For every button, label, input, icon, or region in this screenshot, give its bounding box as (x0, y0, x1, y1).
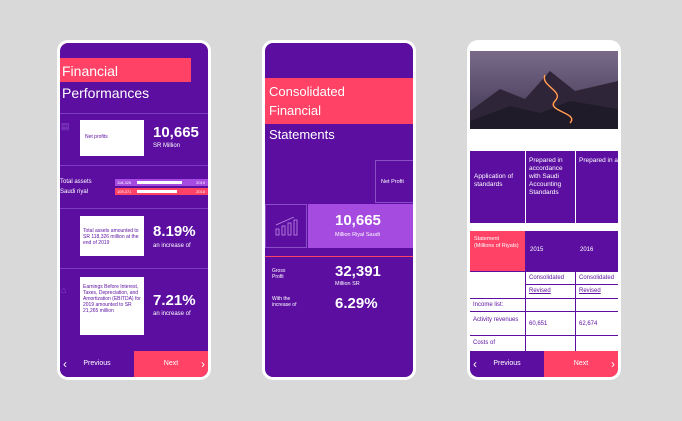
increase-value: 6.29% (335, 295, 378, 312)
title-line-2: Performances (62, 85, 150, 101)
net-profits-label: Net profits (85, 134, 108, 140)
divider (575, 151, 576, 223)
growth-icon-box (265, 204, 307, 248)
assets-increase-label: an increase of (153, 243, 191, 249)
pager: Previous Next ‹ › (60, 351, 208, 377)
phone-financial-performances: Financial Performances ▤ Net profits 10,… (57, 40, 211, 380)
ebitda-increase-value: 7.21% (153, 292, 196, 309)
financial-reporting-standards: Prepared in accordance with Financial Re… (579, 157, 618, 164)
saudi-accounting-standards: Prepared in accordance with Saudi Accoun… (529, 157, 563, 196)
divider (60, 268, 208, 269)
growth-chart-icon (275, 217, 298, 236)
revised-2016[interactable]: Revised (579, 288, 601, 294)
bar-2018-value: 109,371 (117, 189, 132, 194)
divider (470, 271, 618, 272)
consolidated-2015: Consolidated (529, 275, 565, 281)
net-profit-value: 10,665 (335, 212, 381, 229)
net-profits-card: Net profits (80, 120, 144, 156)
phone-financial-table: Application of standards Prepared in acc… (467, 40, 621, 380)
title-highlight (265, 78, 413, 124)
title-highlight (60, 58, 191, 82)
net-profit-box (375, 160, 413, 203)
bar-2019-value: 118,326 (117, 180, 132, 185)
consolidated-2016: Consolidated (579, 275, 615, 281)
chevron-left-icon[interactable]: ‹ (63, 357, 67, 371)
screen-financial-table: Application of standards Prepared in acc… (470, 43, 618, 377)
document-icon: ▤ (61, 121, 70, 131)
phone-consolidated-statements: Consolidated Financial Statements Net Pr… (262, 40, 416, 380)
divider (470, 311, 618, 312)
divider (60, 165, 208, 166)
gross-profit-unit: Million SR (335, 281, 360, 287)
divider (575, 271, 576, 377)
next-button[interactable]: Next (544, 351, 618, 377)
divider (60, 208, 208, 209)
net-profit-unit: Million Riyal Saudi (335, 232, 380, 238)
screen-consolidated-statements: Consolidated Financial Statements Net Pr… (265, 43, 413, 377)
gross-profit-value: 32,391 (335, 263, 381, 280)
title-line-1: Financial (62, 63, 119, 79)
divider (525, 271, 526, 377)
revenues-2016: 62,674 (579, 321, 598, 327)
bar-2018-fill (137, 190, 177, 193)
divider (470, 298, 618, 299)
net-profits-value: 10,665 (153, 124, 199, 141)
screen-financial-performances: Financial Performances ▤ Net profits 10,… (60, 43, 208, 377)
chevron-left-icon[interactable]: ‹ (473, 357, 477, 371)
title-line-3: Statements (269, 127, 335, 142)
increase-label: With the increase of (272, 296, 297, 308)
table-header-band (470, 151, 618, 223)
chevron-right-icon[interactable]: › (611, 357, 615, 371)
bar-2018-year: 2018 (196, 189, 205, 194)
statement-label-cell (470, 231, 525, 271)
bar-2019-fill (137, 181, 182, 184)
revenues-2015: 60,651 (529, 321, 548, 327)
previous-button[interactable]: Previous (470, 351, 544, 377)
total-assets-label: Total assets (60, 179, 92, 185)
divider (470, 335, 618, 336)
ebitda-card: Earnings Before Interest, Taxes, Depreci… (80, 277, 144, 335)
divider (60, 113, 208, 114)
total-assets-card: Total assets amounted to SR 118,326 mill… (80, 216, 144, 256)
divider (265, 256, 413, 257)
previous-button[interactable]: Previous (60, 351, 134, 377)
assets-increase-value: 8.19% (153, 223, 196, 240)
statement-label: Statement (Millions of Riyals) (474, 236, 519, 249)
ebitda-increase-label: an increase of (153, 311, 191, 317)
revised-2015[interactable]: Revised (529, 288, 551, 294)
chart-icon: ⌂ (61, 285, 67, 295)
divider (525, 151, 526, 223)
bar-2019-year: 2019 (196, 180, 205, 185)
year-2016: 2016 (580, 247, 594, 253)
title-line-2: Financial (269, 103, 322, 118)
activity-revenues-label: Activity revenues (473, 317, 519, 323)
chevron-right-icon[interactable]: › (201, 357, 205, 371)
income-list-label: Income list: (473, 302, 504, 308)
bar-2018: 109,371 2018 (115, 188, 208, 195)
next-button[interactable]: Next (134, 351, 208, 377)
year-2015: 2015 (530, 247, 544, 253)
total-assets-unit: Saudi riyal (60, 189, 89, 195)
net-profits-unit: SR Million (153, 143, 181, 149)
year-band (525, 231, 618, 271)
application-of-standards: Application of standards (474, 173, 514, 188)
pager: Previous Next ‹ › (470, 351, 618, 377)
title-line-1: Consolidated (269, 84, 345, 99)
bar-2019: 118,326 2019 (115, 179, 208, 186)
divider (525, 284, 618, 285)
gross-profit-label: Gross Profit (272, 268, 286, 280)
costs-of-label: Costs of (473, 340, 496, 346)
net-profit-label: Net Profit (381, 179, 404, 185)
mountain-road-photo (470, 51, 618, 129)
net-profit-panel (308, 204, 413, 248)
